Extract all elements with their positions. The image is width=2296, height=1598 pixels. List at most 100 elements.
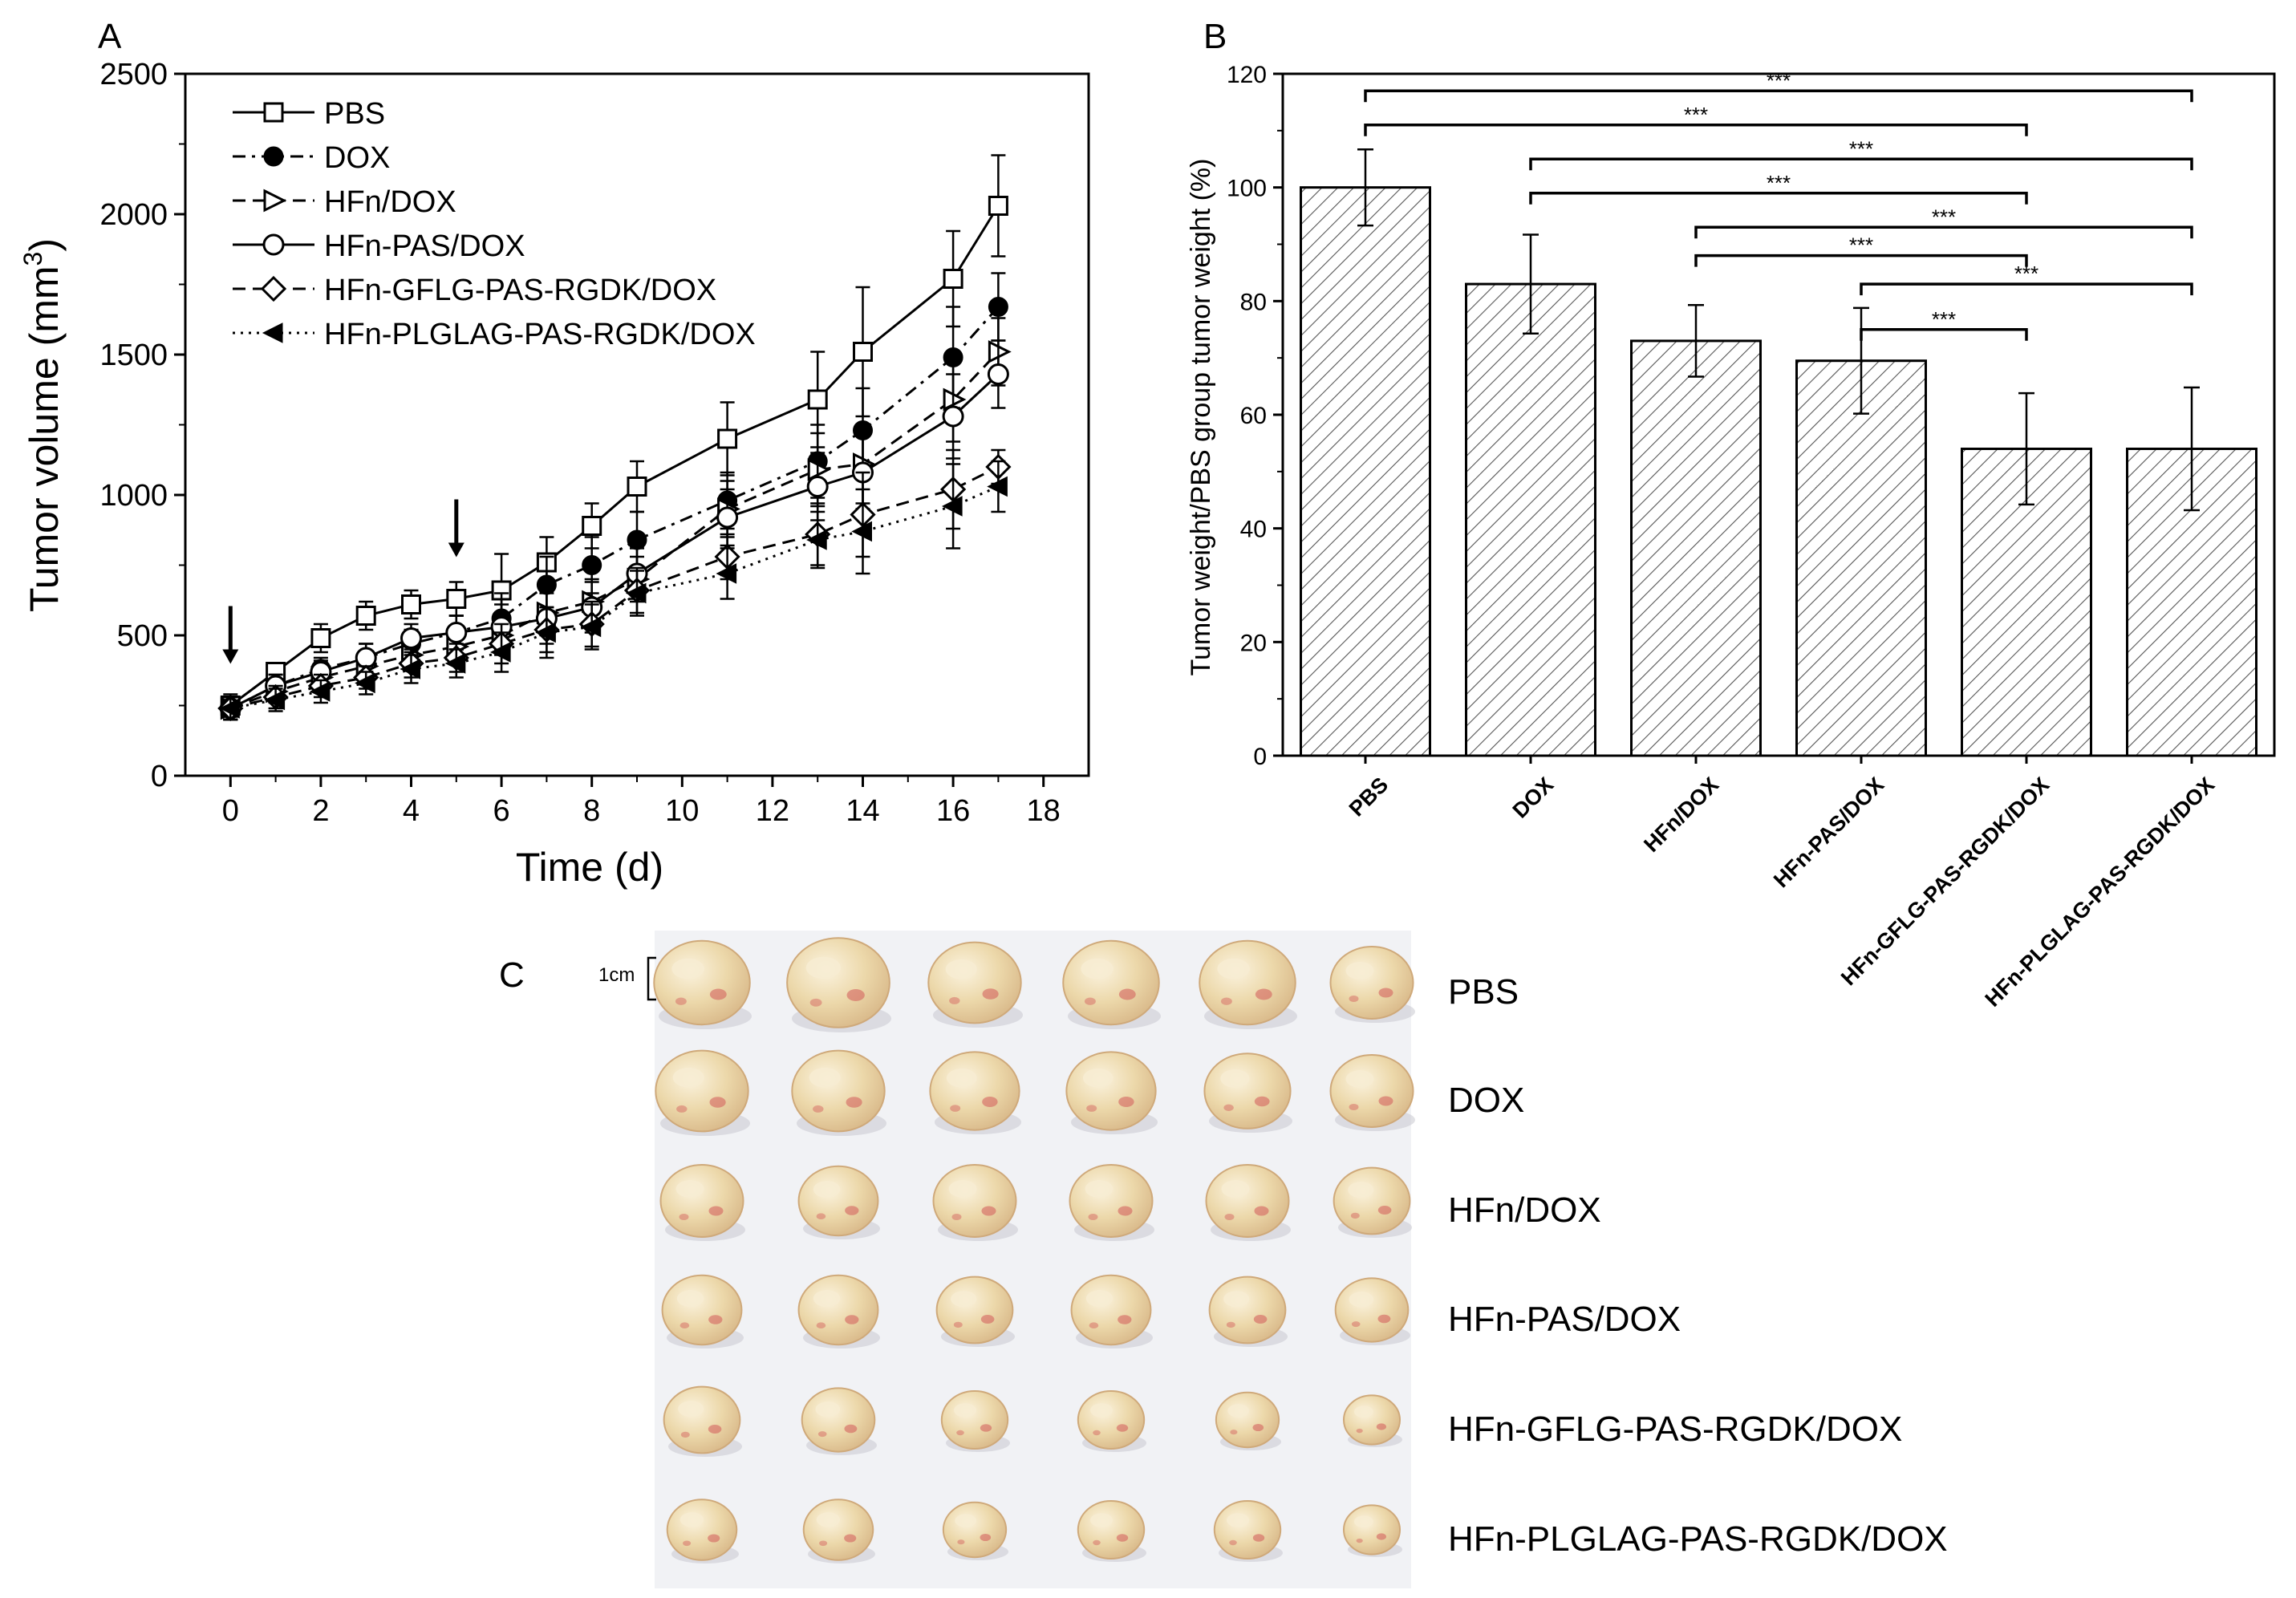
tumor-vessel <box>982 988 999 1000</box>
tumor <box>935 1276 1015 1347</box>
row-label-pbs: PBS <box>1448 972 1519 1012</box>
significance-stars: *** <box>1932 205 1956 229</box>
tumor-highlight <box>678 1401 704 1418</box>
tumor <box>1213 1500 1283 1563</box>
y-tick-label: 500 <box>117 619 168 653</box>
tumor <box>661 1274 744 1349</box>
tumor <box>797 1165 880 1240</box>
tumor-vessel <box>813 1105 824 1113</box>
tumor-body <box>942 1501 1008 1559</box>
tumor <box>653 939 752 1029</box>
legend-item-dox: DOX <box>233 141 390 175</box>
tumor-vessel <box>1377 1314 1391 1324</box>
x-tick-label: 10 <box>665 794 699 828</box>
significance-bracket: *** <box>1529 171 2028 205</box>
tumor-row-hfn-dox <box>659 1164 1412 1241</box>
tumor-vessel <box>1230 1430 1238 1435</box>
data-point <box>580 616 602 638</box>
panel-c-label: C <box>499 955 525 995</box>
tumor-vessel <box>982 1097 998 1107</box>
x-tick-label: 8 <box>583 794 600 828</box>
y-tick-label: 0 <box>1253 744 1267 770</box>
panel-a-y-axis-label: Tumor volume (mm3) <box>18 238 67 612</box>
tumor-highlight <box>1090 1403 1113 1418</box>
tumor <box>1065 1051 1158 1134</box>
tumor-highlight <box>813 1290 841 1308</box>
tumor-highlight <box>948 1180 977 1198</box>
legend-label: PBS <box>324 97 385 131</box>
panel-b-bars-group: PBS DOX HFn/DOX HFn-PAS/DOXHFn-GFLG-PAS-RGD… <box>1300 148 2257 1012</box>
panel-a-dosing-arrows <box>222 499 464 664</box>
y-tick-label: 2000 <box>99 198 168 232</box>
bracket-line <box>1860 328 2028 341</box>
tumor <box>1077 1390 1146 1453</box>
tumor-vessel <box>980 1314 995 1324</box>
x-tick-label: 16 <box>936 794 970 828</box>
tumor <box>1199 939 1297 1029</box>
panel-a-x-axis-label: Time (d) <box>516 845 663 890</box>
tumor <box>1329 946 1415 1023</box>
panel-a-line-chart: A 0 2 4 6 8 10 12 14 16 18 0 500 1000 1500 2000 2500 Ti… <box>18 17 1090 890</box>
dosing-arrow-head <box>222 649 239 664</box>
series-line <box>229 351 1000 710</box>
tumor-body <box>666 1499 738 1561</box>
tumor-body <box>1070 1274 1152 1346</box>
data-point <box>355 672 375 694</box>
tumor-vessel <box>845 1315 859 1324</box>
significance-stars: *** <box>1849 136 1873 160</box>
tumor-vessel <box>1226 1321 1235 1328</box>
tumor-highlight <box>945 959 977 979</box>
tumor-vessel <box>1255 988 1272 1000</box>
panel-b-bar-chart: B 0 20 40 60 80 100 120 PBS DOX HFn/DOX HFn-PAS/D… <box>1186 17 2276 1012</box>
tumor-vessel <box>981 1206 996 1216</box>
row-label-dox: DOX <box>1448 1081 1524 1120</box>
tumor-highlight <box>1345 1070 1374 1088</box>
panel-b-significance-group: *** *** *** *** *** *** *** *** <box>1364 68 2193 341</box>
tumor-vessel <box>683 1540 692 1547</box>
y-tick-label: 40 <box>1240 517 1267 543</box>
bar <box>1630 339 1762 757</box>
tumor-vessel <box>1252 1423 1264 1432</box>
tumor-highlight <box>946 1068 977 1088</box>
tumor <box>786 937 891 1032</box>
tumor-vessel <box>1356 1428 1363 1434</box>
tumor-vessel <box>1254 1096 1270 1107</box>
tumor-vessel <box>846 989 865 1001</box>
tumor-body <box>801 1387 876 1453</box>
tumor-body <box>1333 1166 1411 1235</box>
category-label: DOX <box>1508 773 1559 823</box>
legend-item-pbs: PBS <box>233 97 385 131</box>
significance-bracket: *** <box>1364 103 2028 136</box>
tumor-highlight <box>1227 1513 1249 1527</box>
y-label-superscript: 3 <box>18 252 47 266</box>
data-point <box>310 628 331 648</box>
data-point <box>988 297 1008 317</box>
tumor-row-hfn-plglag-pas-rgdk-dox <box>666 1499 1402 1564</box>
tumor-highlight <box>954 1403 976 1418</box>
panel-a-axes: 0 2 4 6 8 10 12 14 16 18 0 500 1000 1500 2000 2500 <box>99 58 1060 828</box>
tumor-vessel <box>679 1322 690 1329</box>
tumor-row-hfn-gflg-pas-rgdk-dox <box>663 1385 1402 1457</box>
bracket-line <box>1694 225 2193 239</box>
tumor-highlight <box>955 1514 976 1527</box>
tumor <box>663 1385 742 1457</box>
x-tick-label: 2 <box>312 794 329 828</box>
legend-label: HFn-PLGLAG-PAS-RGDK/DOX <box>324 318 756 351</box>
tumor-vessel <box>1118 988 1136 1000</box>
tumor <box>801 1387 877 1456</box>
data-point <box>309 681 331 702</box>
tumor-vessel <box>1253 1314 1268 1324</box>
legend-label: HFn/DOX <box>324 185 456 219</box>
tumor-body <box>791 1049 886 1133</box>
tumor <box>1205 1164 1291 1241</box>
data-point <box>444 653 466 674</box>
y-tick-label: 20 <box>1240 630 1267 656</box>
series-line <box>230 485 999 710</box>
tumor <box>655 1049 750 1136</box>
panel-a-legend: PBS DOX HFn/DOX HFn-PAS/DOX HFn-GFLG-PAS-RGD… <box>233 97 756 351</box>
tumor-vessel <box>844 1534 857 1543</box>
tumor-highlight <box>1081 958 1114 979</box>
bar <box>1465 282 1596 757</box>
y-tick-label: 1500 <box>99 339 168 372</box>
